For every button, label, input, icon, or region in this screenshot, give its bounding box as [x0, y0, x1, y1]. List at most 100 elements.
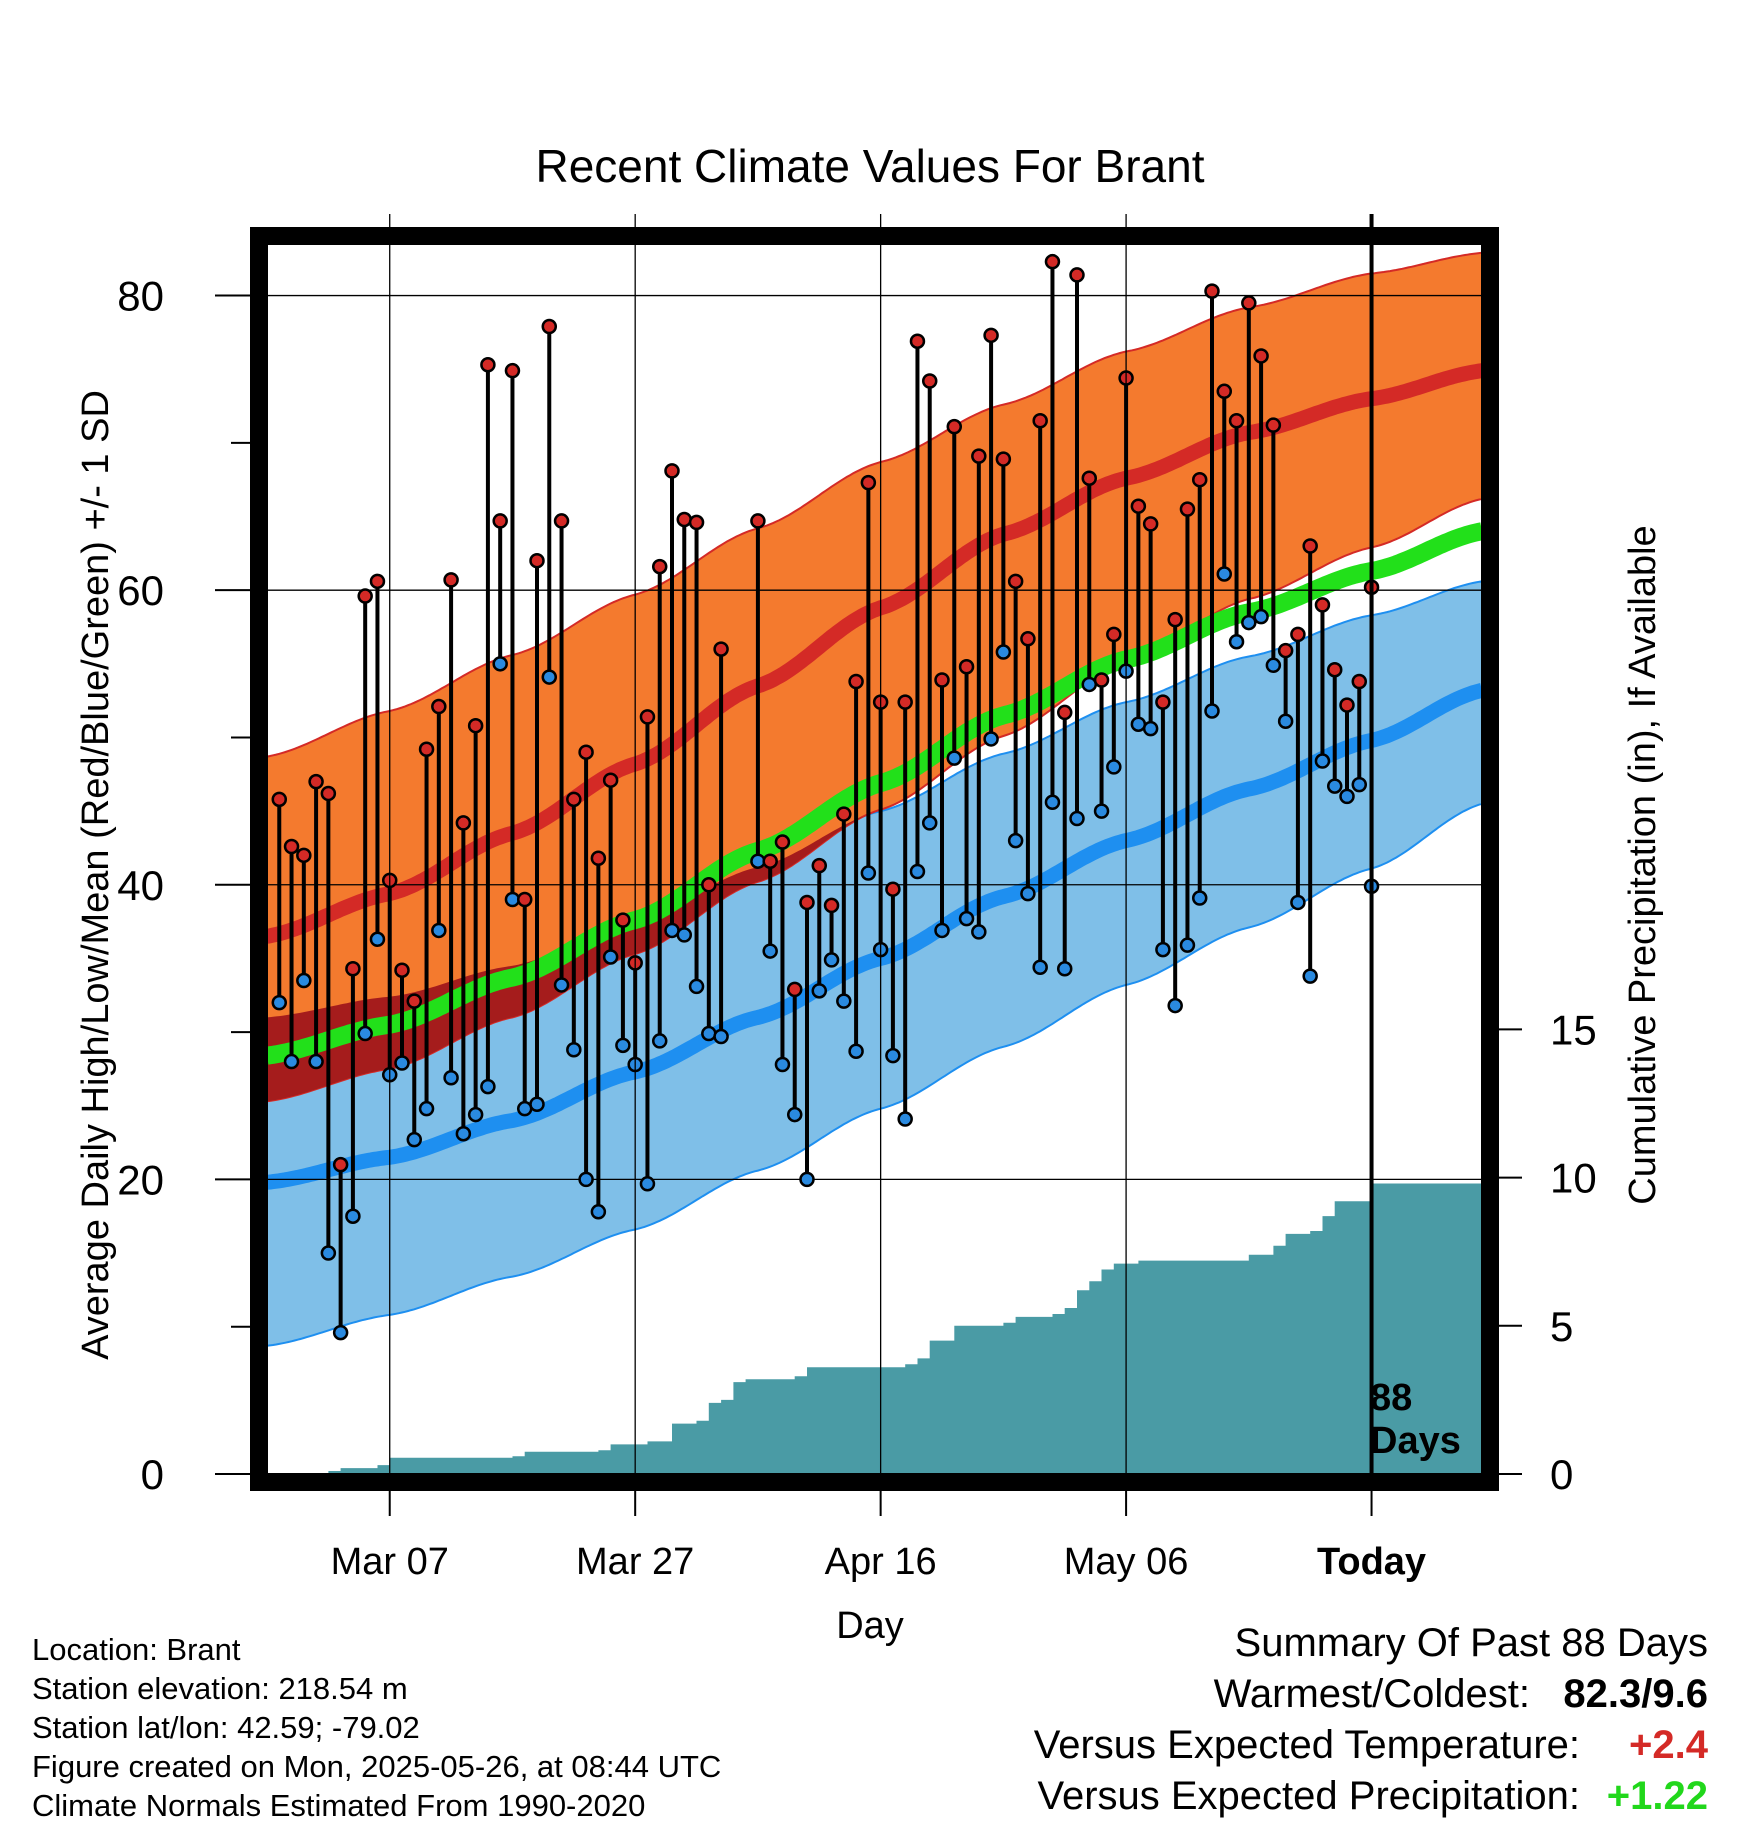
daily-high-point: [1056, 704, 1073, 721]
summary-precip-row: Versus Expected Precipitation: +1.22: [1034, 1771, 1708, 1822]
daily-high-point: [897, 694, 913, 710]
daily-high-point: [958, 659, 975, 675]
summary-panel: Summary Of Past 88 Days Warmest/Coldest:…: [1034, 1618, 1708, 1822]
daily-high-point: [455, 815, 472, 831]
x-axis-label: Day: [836, 1605, 904, 1647]
daily-low-point: [651, 1033, 668, 1049]
daily-high-point: [799, 894, 815, 911]
daily-high-point: [909, 333, 926, 349]
daily-high-point: [1179, 501, 1196, 517]
precip-anomaly-value: +1.22: [1606, 1774, 1708, 1818]
daily-low-point: [320, 1245, 337, 1261]
daily-high-point: [1007, 573, 1024, 590]
daily-low-point: [885, 1047, 901, 1064]
daily-low-point: [1339, 788, 1355, 805]
daily-low-point: [921, 815, 938, 831]
daily-low-point: [492, 656, 508, 672]
daily-high-point: [1302, 538, 1318, 554]
daily-high-point: [676, 511, 693, 528]
daily-low-point: [823, 952, 840, 968]
daily-low-point: [1007, 832, 1024, 849]
daily-high-point: [786, 981, 803, 998]
mean-normal-line: [267, 522, 1482, 1065]
daily-low-point: [713, 1028, 729, 1045]
cumulative-precip-area: [279, 1183, 1482, 1474]
daily-low-point: [1093, 803, 1110, 819]
latlon-text: Station lat/lon: 42.59; -79.02: [32, 1710, 420, 1745]
normals-text: Climate Normals Estimated From 1990-2020: [32, 1788, 646, 1823]
x-tick-label: May 06: [1064, 1541, 1189, 1583]
x-tick-label: Mar 07: [331, 1541, 449, 1583]
station-info: Location: Brant Station elevation: 218.5…: [32, 1630, 721, 1825]
y-tick-label: 40: [117, 862, 164, 909]
summary-warm-cold-row: Warmest/Coldest: 82.3/9.6: [1034, 1669, 1708, 1720]
daily-low-point: [848, 1043, 864, 1059]
daily-low-point: [553, 977, 570, 993]
days-label-number: 88: [1370, 1377, 1412, 1419]
daily-low-point: [688, 978, 705, 995]
daily-low-point: [799, 1171, 815, 1188]
daily-low-point: [774, 1056, 791, 1073]
x-tick-label: Mar 27: [576, 1541, 694, 1583]
daily-low-point: [860, 865, 877, 881]
daily-high-point: [774, 834, 791, 850]
daily-low-point: [1106, 759, 1122, 775]
daily-high-point: [811, 857, 828, 874]
x-tick-label: Today: [1317, 1541, 1426, 1583]
daily-high-point: [1216, 383, 1233, 400]
daily-low-point: [786, 1106, 803, 1123]
daily-low-point: [480, 1078, 496, 1095]
daily-high-point: [320, 785, 337, 802]
daily-high-point: [762, 853, 778, 869]
daily-low-point: [701, 1025, 717, 1042]
daily-high-point: [860, 474, 877, 491]
daily-high-point: [921, 373, 938, 389]
plot-frame: [250, 227, 1499, 1491]
y-tick-label: 80: [117, 273, 164, 320]
daily-high-point: [480, 357, 496, 373]
daily-low-point: [934, 922, 950, 939]
daily-high-point: [443, 572, 459, 588]
daily-high-point: [1020, 631, 1036, 647]
daily-low-point: [566, 1042, 582, 1058]
summary-temp-row: Versus Expected Temperature: +2.4: [1034, 1720, 1708, 1771]
daily-high-point: [492, 513, 508, 529]
daily-high-point: [946, 418, 963, 435]
daily-low-point: [1228, 633, 1245, 650]
days-label-word: Days: [1370, 1420, 1461, 1462]
daily-high-point: [332, 1156, 349, 1173]
daily-high-point: [823, 897, 840, 914]
daily-high-point: [1081, 470, 1098, 486]
daily-high-point: [934, 672, 950, 688]
y-axis-left-label: Average Daily High/Low/Mean (Red/Blue/Gr…: [75, 390, 117, 1360]
daily-low-point: [1204, 703, 1220, 719]
daily-low-point: [1302, 968, 1318, 984]
daily-high-point: [664, 463, 680, 479]
daily-high-point: [504, 362, 521, 379]
daily-high-point: [1253, 348, 1269, 364]
daily-low-point: [836, 993, 852, 1009]
daily-high-point: [713, 641, 729, 657]
daily-high-point: [541, 318, 558, 335]
daily-high-point: [1228, 413, 1245, 429]
daily-high-point: [1339, 697, 1355, 713]
daily-low-point: [1155, 941, 1171, 958]
daily-low-point: [1265, 657, 1282, 674]
daily-high-point: [688, 514, 705, 531]
daily-low-point: [1191, 890, 1208, 906]
daily-low-point: [995, 644, 1012, 660]
daily-high-point: [651, 558, 668, 575]
daily-high-point: [553, 513, 570, 529]
daily-low-point: [1179, 937, 1196, 953]
daily-high-point: [885, 881, 901, 897]
daily-low-point: [332, 1324, 349, 1341]
daily-high-point: [1326, 661, 1343, 678]
daily-high-point: [566, 791, 582, 808]
temp-anomaly-value: +2.4: [1629, 1723, 1708, 1767]
daily-high-point: [1142, 516, 1159, 532]
daily-low-point: [639, 1176, 656, 1192]
daily-high-point: [1032, 413, 1048, 429]
daily-high-point: [615, 912, 631, 928]
daily-high-point: [431, 698, 447, 715]
summary-heading: Summary Of Past 88 Days: [1234, 1621, 1708, 1665]
